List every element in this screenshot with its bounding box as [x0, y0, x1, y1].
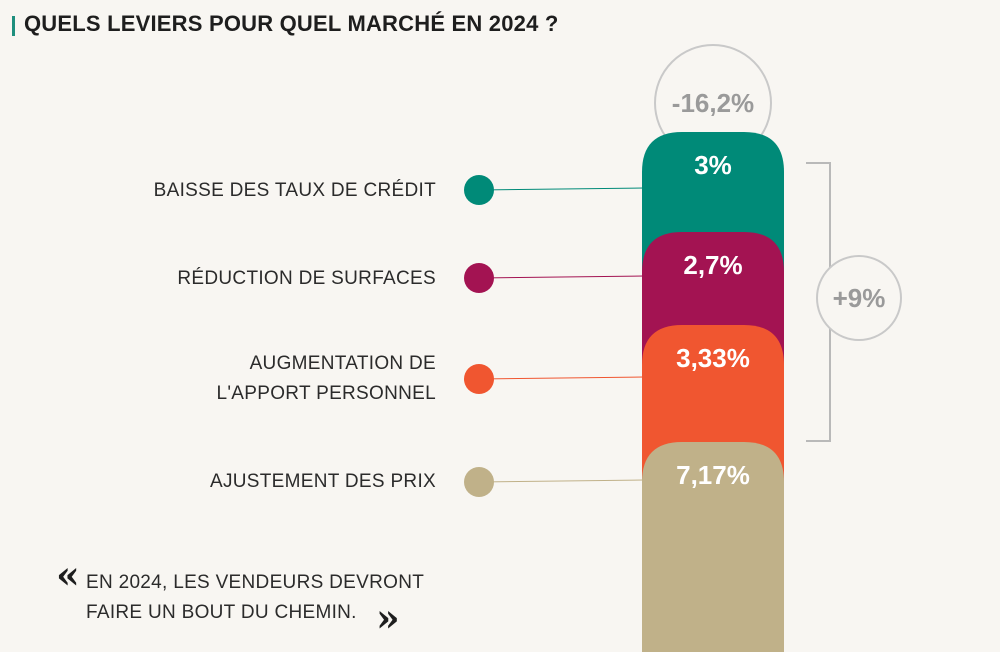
category-dot — [464, 175, 494, 205]
category-label: RÉDUCTION DE SURFACES — [177, 268, 436, 289]
category-label: BAISSE DES TAUX DE CRÉDIT — [153, 180, 436, 201]
open-quote-mark: « — [56, 552, 80, 597]
bar-segment-4 — [642, 442, 784, 652]
quote-line-1: EN 2024, LES VENDEURS DEVRONT — [86, 572, 425, 593]
quote-text: EN 2024, LES VENDEURS DEVRONT FAIRE UN B… — [86, 568, 424, 628]
segment-value-label: 3% — [694, 150, 732, 180]
connector-line — [478, 479, 645, 483]
segment-value-label: 2,7% — [683, 250, 742, 280]
category-dot — [464, 467, 494, 497]
connector-line — [478, 275, 645, 279]
connector-line — [478, 187, 645, 191]
category-dot — [464, 364, 494, 394]
segment-value-label: 3,33% — [676, 343, 750, 373]
close-quote-mark: » — [376, 595, 400, 640]
total-label: -16,2% — [672, 88, 754, 118]
category-label: AUGMENTATION DE L'APPORT PERSONNEL — [216, 353, 436, 404]
title-accent-bar — [12, 16, 15, 36]
bracket-label: +9% — [833, 283, 886, 313]
connector-line — [478, 376, 645, 380]
bracket-circle — [816, 255, 902, 341]
category-label: AJUSTEMENT DES PRIX — [210, 471, 436, 492]
quote-line-2: FAIRE UN BOUT DU CHEMIN. — [86, 602, 357, 623]
category-dot — [464, 263, 494, 293]
segment-value-label: 7,17% — [676, 460, 750, 490]
chart-title: QUELS LEVIERS POUR QUEL MARCHÉ EN 2024 ? — [24, 11, 559, 36]
